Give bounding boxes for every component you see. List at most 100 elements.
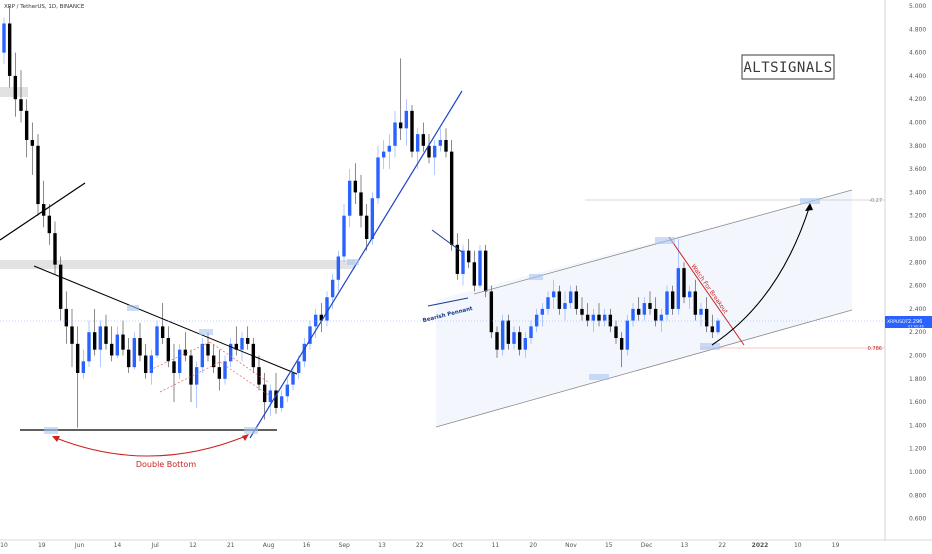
- candle-body: [432, 145, 437, 158]
- marker: [44, 427, 58, 434]
- candle-body: [58, 264, 63, 309]
- candle-body: [81, 361, 86, 373]
- arc-arrow-left: [52, 436, 60, 442]
- candle-body: [466, 250, 471, 263]
- candle-body: [189, 355, 193, 385]
- y-tick-label: 3.600: [909, 166, 926, 173]
- candle-body: [336, 256, 341, 280]
- candle-body: [704, 308, 709, 327]
- x-tick-label: 15: [605, 542, 613, 549]
- x-tick-label: 13: [378, 542, 386, 549]
- candle-body: [245, 338, 250, 344]
- x-tick-label: Jun: [74, 542, 85, 549]
- x-tick-label: 20: [529, 542, 537, 549]
- candle-body: [223, 361, 227, 379]
- double-bottom-arc: [55, 435, 247, 457]
- candle-body: [262, 384, 267, 403]
- candle-body: [19, 99, 23, 111]
- candle-body: [410, 110, 414, 152]
- candle-body: [126, 349, 131, 368]
- marker: [199, 329, 213, 335]
- watch-breakout-line: [668, 236, 745, 346]
- y-tick-label: 1.800: [909, 376, 926, 383]
- candle-body: [138, 338, 142, 356]
- candle-body: [580, 308, 584, 315]
- y-tick-label: 2.600: [909, 283, 926, 290]
- candle-body: [506, 320, 511, 344]
- marker: [700, 343, 720, 350]
- candle-body: [563, 303, 567, 309]
- candle-body: [427, 145, 431, 158]
- candle-body: [143, 355, 148, 373]
- y-tick-label: 5.000: [909, 3, 926, 10]
- candle-body: [166, 338, 171, 362]
- resistance-zone: [0, 260, 355, 269]
- y-tick-label: 1.400: [909, 422, 926, 429]
- x-tick-label: 11: [492, 542, 500, 549]
- candle-body: [13, 75, 18, 100]
- marker: [347, 259, 359, 265]
- candle-body: [529, 326, 533, 339]
- y-tick-label: 4.200: [909, 96, 926, 103]
- watermark-box: [741, 54, 835, 80]
- inner-channel-2: [159, 361, 221, 393]
- candle-body: [353, 180, 358, 193]
- y-tick-label: 2.200: [909, 329, 926, 336]
- candle-body: [47, 215, 52, 234]
- watermark: ALTSIGNALS: [743, 60, 832, 76]
- projection-arrow: [711, 204, 811, 346]
- candle-body: [387, 145, 392, 152]
- candle-body: [693, 291, 698, 315]
- candle-body: [160, 326, 165, 339]
- candle-body: [24, 110, 29, 140]
- x-tick-label: Aug: [263, 542, 275, 549]
- candle-body: [614, 326, 618, 339]
- candle-body: [274, 390, 278, 408]
- candle-body: [540, 308, 545, 315]
- x-tick-label: 13: [681, 542, 689, 549]
- candle-body: [319, 314, 324, 321]
- candle-body: [676, 268, 681, 309]
- x-tick-label: 2022: [752, 542, 769, 549]
- candle-body: [665, 291, 669, 315]
- candle-body: [104, 326, 108, 344]
- candle-body: [625, 320, 630, 350]
- candle-body: [523, 338, 528, 350]
- candle-body: [302, 343, 307, 362]
- x-tick-label: 19: [38, 542, 46, 549]
- candle-body: [234, 343, 239, 350]
- candle-body: [591, 314, 596, 321]
- y-tick-label: 3.000: [909, 236, 926, 243]
- candle-body: [172, 361, 176, 373]
- candles-layer: [2, 6, 720, 428]
- candle-body: [619, 338, 624, 350]
- candle-body: [483, 250, 488, 292]
- candle-body: [557, 291, 562, 309]
- candle-body: [653, 308, 658, 321]
- y-tick-label: 2.000: [909, 353, 926, 360]
- y-tick-label: 4.600: [909, 50, 926, 57]
- y-tick-label: 1.600: [909, 399, 926, 406]
- candle-body: [585, 314, 590, 321]
- candle-body: [461, 250, 465, 274]
- candle-body: [682, 268, 686, 298]
- candle-body: [98, 326, 103, 350]
- candle-body: [87, 332, 91, 362]
- arc-arrow-right: [242, 434, 249, 441]
- candle-body: [398, 122, 403, 129]
- candle-body: [568, 291, 573, 304]
- candle-body: [313, 314, 318, 327]
- candle-body: [415, 134, 420, 152]
- candle-body: [648, 303, 652, 309]
- price-tag-symbol: XRPUSDT: [887, 319, 909, 325]
- candle-body: [347, 180, 352, 216]
- x-tick-label: 22: [718, 542, 726, 549]
- candle-body: [92, 332, 97, 350]
- marker: [589, 374, 609, 380]
- candle-body: [716, 320, 720, 333]
- candle-body: [177, 349, 182, 373]
- candle-body: [631, 308, 635, 321]
- inner-channel-1: [149, 341, 211, 371]
